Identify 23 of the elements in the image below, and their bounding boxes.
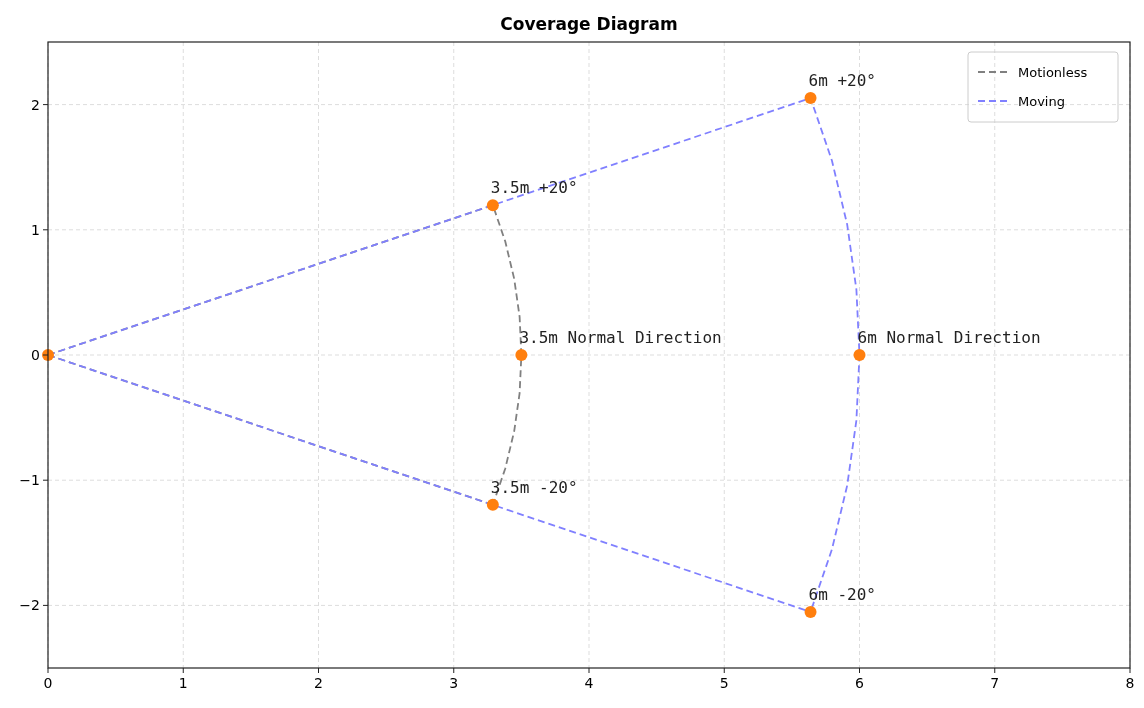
x-tick-label: 1 [178, 675, 188, 691]
annotation: 3.5m +20° [490, 178, 578, 198]
x-tick-label: 7 [990, 675, 1000, 691]
y-tick-label: −1 [19, 472, 40, 489]
x-tick-label: 3 [449, 675, 459, 691]
x-tick-label: 4 [584, 675, 594, 691]
x-tick-label: 0 [43, 675, 53, 691]
annotation: 3.5m Normal Direction [519, 328, 722, 347]
x-tick-label: 2 [314, 675, 323, 691]
legend-label: Motionless [1018, 65, 1088, 80]
y-tick-label: 0 [31, 347, 40, 363]
y-tick-label: −2 [19, 597, 40, 614]
y-tick-label: 1 [31, 221, 40, 238]
x-tick-label: 8 [1125, 675, 1135, 691]
x-tick-label: 6 [855, 675, 865, 691]
x-tick-label: 5 [719, 675, 729, 691]
annotation: 3.5m -20° [490, 477, 578, 497]
annotation: 6m Normal Direction [857, 328, 1041, 347]
chart-title: Coverage Diagram [500, 14, 678, 34]
y-tick-label: 2 [31, 96, 40, 113]
legend-label: Moving [1018, 94, 1065, 109]
annotation: 6m +20° [808, 71, 876, 91]
annotation: 6m -20° [808, 584, 876, 604]
